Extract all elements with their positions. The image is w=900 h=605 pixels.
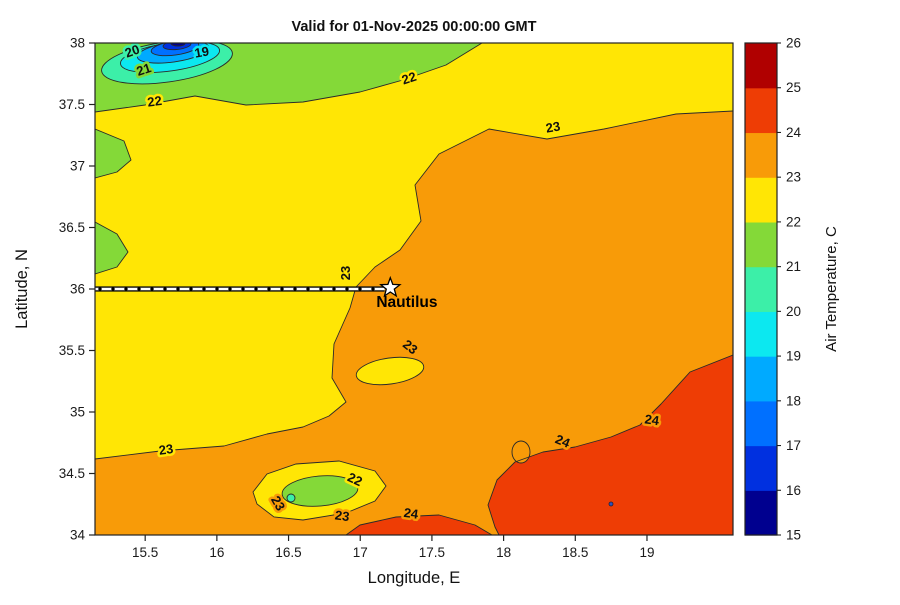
colorbar-border — [744, 42, 778, 536]
y-tick-label: 35 — [70, 405, 85, 420]
y-tick-label: 37 — [70, 159, 85, 174]
colorbar-band — [745, 490, 777, 536]
colorbar-tick-label: 20 — [786, 304, 801, 319]
track-dot — [124, 287, 128, 291]
track-dot — [241, 287, 245, 291]
y-axis-ticks: 34 34.5 35 35.5 36 36.5 37 37.5 38 — [59, 36, 95, 543]
contour-label: 24 — [644, 411, 661, 428]
track-dot — [293, 287, 297, 291]
track-dot — [98, 287, 102, 291]
region-green-left-lower — [95, 222, 128, 274]
chart-title: Valid for 01-Nov-2025 00:00:00 GMT — [292, 19, 537, 35]
contour-label: 23 — [545, 118, 562, 135]
y-tick-label: 34 — [70, 528, 86, 543]
contour-label: 23 — [338, 266, 353, 280]
y-tick-label: 35.5 — [59, 343, 85, 358]
colorbar-band — [745, 356, 777, 402]
contour-line-24-southeast — [487, 354, 733, 535]
x-tick-label: 19 — [639, 545, 654, 560]
track-dot — [202, 287, 206, 291]
y-tick-label: 36.5 — [59, 220, 85, 235]
contour-label: 23 — [158, 441, 174, 458]
track-dot — [280, 287, 284, 291]
colorbar-band — [745, 311, 777, 357]
track-dot — [163, 287, 167, 291]
colorbar-tick-label: 16 — [786, 483, 801, 498]
nautilus-label: Nautilus — [376, 294, 437, 311]
contour-label: 19 — [193, 43, 210, 60]
y-tick-label: 38 — [70, 36, 85, 51]
region-red-southeast-24-25 — [488, 355, 733, 535]
colorbar-tick-label: 19 — [786, 349, 801, 364]
contour-label: 23 — [334, 507, 350, 524]
track-dot — [319, 287, 323, 291]
colorbar-tick-label: 18 — [786, 393, 801, 408]
region-island-teal-dot — [286, 493, 296, 503]
colorbar-band — [745, 266, 777, 312]
track-dot — [176, 287, 180, 291]
contour-line-green-left-lower — [95, 221, 129, 275]
y-tick-label: 36 — [70, 282, 85, 297]
colorbar-tick-label: 24 — [786, 125, 802, 140]
track-dot — [111, 287, 115, 291]
contour-label: 24 — [403, 505, 420, 522]
region-orange-hole — [511, 440, 531, 464]
y-tick-label: 34.5 — [59, 466, 85, 481]
x-axis-label: Longitude, E — [368, 569, 461, 587]
colorbar-band — [745, 445, 777, 491]
contour-regions — [95, 43, 733, 535]
contour-line-24-strip — [345, 514, 493, 535]
colorbar-tick-label: 15 — [786, 528, 801, 543]
colorbar-tick-label: 21 — [786, 259, 801, 274]
x-tick-label: 17.5 — [419, 545, 445, 560]
contour-line-22-top — [95, 43, 483, 113]
track-dot — [306, 287, 310, 291]
colorbar-band — [745, 87, 777, 134]
ship-track — [95, 286, 385, 292]
track-dot — [254, 287, 258, 291]
contour-line-green-left-upper — [95, 128, 132, 179]
x-tick-label: 16 — [209, 545, 224, 560]
x-tick-label: 18.5 — [562, 545, 588, 560]
x-tick-label: 18 — [496, 545, 511, 560]
contour-label: 22 — [146, 93, 162, 110]
track-dot — [137, 287, 141, 291]
x-tick-label: 16.5 — [275, 545, 301, 560]
colorbar-band — [745, 132, 777, 178]
y-axis-label: Latitude, N — [13, 249, 31, 329]
y-tick-label: 37.5 — [59, 97, 85, 112]
small-contour-dot — [608, 501, 614, 507]
star-marker — [379, 275, 402, 298]
colorbar-label: Air Temperature, C — [823, 226, 840, 352]
colorbar-tick-label: 23 — [786, 170, 801, 185]
region-island-green-21-22 — [281, 475, 359, 507]
x-tick-label: 17 — [353, 545, 368, 560]
nautilus-marker — [379, 275, 402, 298]
region-orange-23-24 — [95, 111, 733, 535]
track-dot — [215, 287, 219, 291]
region-yellow-patch-central — [355, 356, 425, 386]
track-dot — [267, 287, 271, 291]
x-tick-label: 15.5 — [132, 545, 158, 560]
colorbar-tick-label: 22 — [786, 214, 801, 229]
track-dot — [358, 287, 362, 291]
track-dot — [228, 287, 232, 291]
track-dot — [345, 287, 349, 291]
colorbar-band — [745, 221, 777, 268]
track-dot — [332, 287, 336, 291]
colorbar-band — [745, 400, 777, 447]
colorbar-band — [745, 177, 777, 223]
track-dot — [371, 287, 375, 291]
region-green-left-upper — [95, 129, 131, 178]
colorbar-tick-label: 25 — [786, 80, 801, 95]
colorbar-tick-label: 17 — [786, 438, 801, 453]
track-dot — [150, 287, 154, 291]
colorbar-band — [745, 43, 777, 89]
x-axis-ticks: 15.5 16 16.5 17 17.5 18 18.5 19 — [132, 535, 654, 560]
colorbar-tick-label: 26 — [786, 36, 801, 51]
track-dot — [189, 287, 193, 291]
colorbar: 15 16 17 18 19 20 21 22 23 24 25 26 — [744, 36, 802, 543]
